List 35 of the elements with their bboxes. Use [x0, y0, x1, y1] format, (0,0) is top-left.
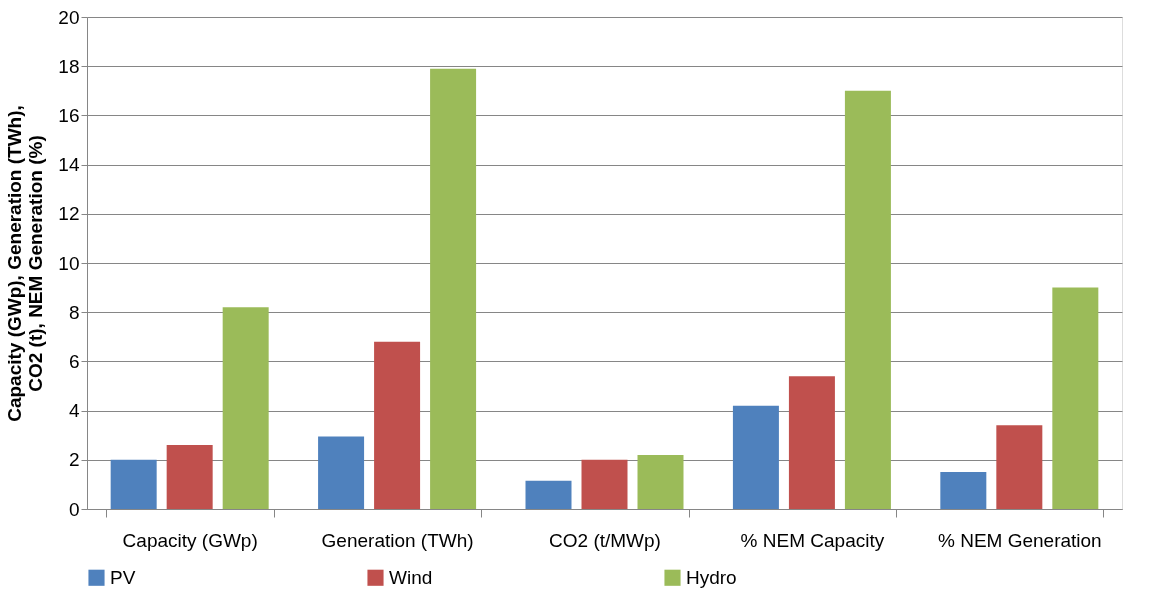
bar: [940, 472, 987, 509]
y-tick-label: 0: [68, 498, 80, 520]
bar: [374, 341, 421, 509]
y-tick-label: 14: [58, 154, 80, 176]
y-tick-label: 4: [68, 400, 80, 422]
y-tick-label: 10: [58, 252, 80, 274]
legend-label: Wind: [389, 566, 433, 588]
y-tick-label: 6: [68, 350, 80, 372]
bar: [996, 425, 1043, 509]
bar: [637, 454, 684, 509]
x-tick-label: CO2 (t/MWp): [549, 529, 661, 551]
y-tick-label: 20: [58, 6, 80, 28]
x-tick-label: % NEM Capacity: [740, 529, 885, 551]
y-tick-label: 18: [58, 55, 80, 77]
bar: [222, 307, 269, 509]
bar: [430, 68, 477, 509]
bar: [732, 405, 779, 509]
bar: [525, 480, 572, 509]
x-tick-label: Capacity (GWp): [122, 529, 258, 551]
y-axis-title: Capacity (GWp), Generation (TWh), CO2 (t), NEM Generation (%): [4, 105, 47, 422]
bar: [581, 459, 628, 509]
bar: [788, 376, 835, 509]
legend-label: PV: [110, 566, 136, 588]
x-tick-label: Generation (TWh): [321, 529, 474, 551]
y-tick-label: 2: [68, 449, 80, 471]
bar: [110, 459, 157, 509]
y-tick-label: 8: [68, 301, 80, 323]
x-tick-label: % NEM Generation: [937, 529, 1102, 551]
y-tick-label: 12: [58, 203, 80, 225]
bar: [1052, 287, 1099, 509]
legend-label: Hydro: [686, 566, 737, 588]
bar: [166, 445, 213, 509]
y-tick-label: 16: [58, 104, 80, 126]
bar: [844, 90, 891, 509]
bar: [318, 436, 365, 509]
